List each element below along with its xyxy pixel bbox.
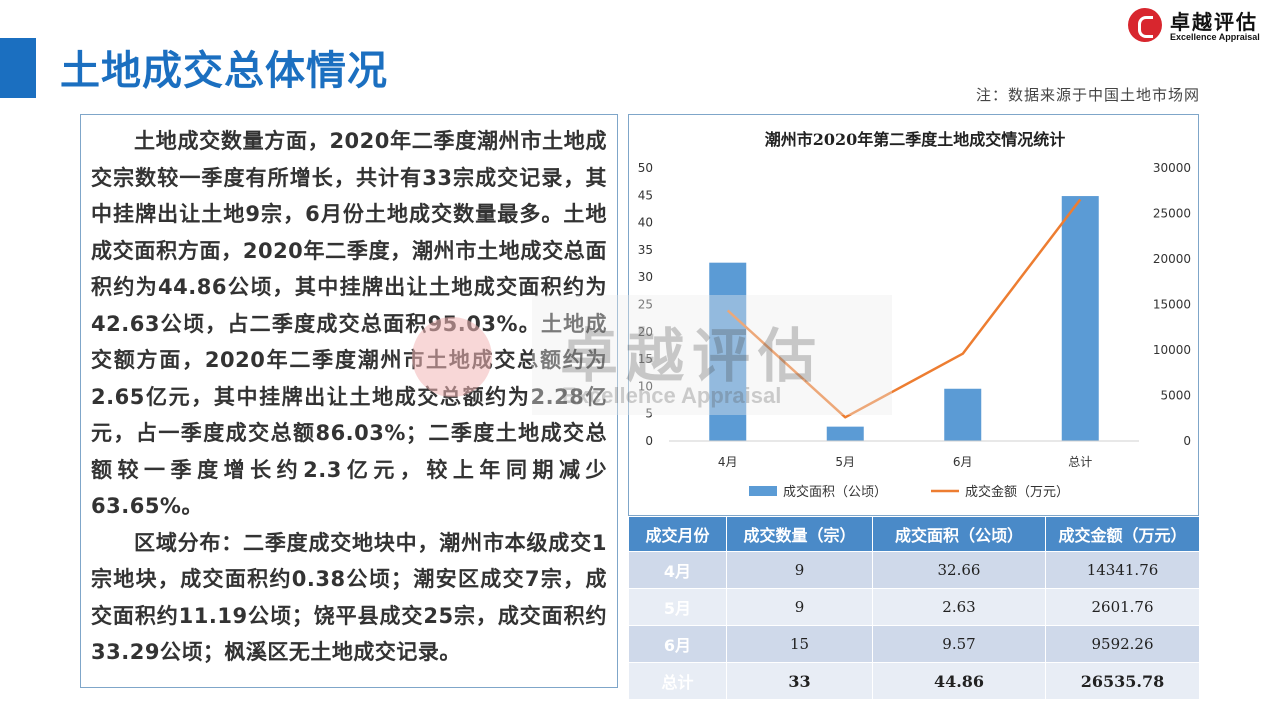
y-left-tick-label: 10 [638, 379, 653, 393]
x-category-label: 5月 [835, 455, 855, 469]
table-cell: 9 [726, 551, 873, 589]
source-note: 注：数据来源于中国土地市场网 [975, 86, 1200, 104]
y-right-tick-label: 20000 [1153, 252, 1191, 266]
combo-chart: 潮州市2020年第二季度土地成交情况统计 0 5 10 15 20 25 30 35 40 45 5… [638, 130, 1191, 500]
table-cell: 4月 [628, 551, 727, 589]
y-right-tick-label: 0 [1183, 434, 1191, 448]
page-title: 土地成交总体情况 [60, 48, 388, 94]
bar-area-2 [944, 388, 982, 441]
stats-table: 成交月份 成交数量（宗） 成交面积（公顷） 成交金额（万元） 4月 9 32.6… [628, 516, 1200, 700]
title-accent-bar [0, 38, 36, 98]
table-cell: 2.63 [872, 588, 1046, 626]
table-cell: 32.66 [872, 551, 1046, 589]
chart-panel: 潮州市2020年第二季度土地成交情况统计 0 5 10 15 20 25 30 35 40 45 5… [628, 114, 1199, 516]
table-row-total: 总计 33 44.86 26535.78 [628, 662, 1200, 700]
chart-title: 潮州市2020年第二季度土地成交情况统计 [765, 130, 1066, 149]
table-cell: 14341.76 [1045, 551, 1200, 589]
legend-bar-label: 成交面积（公顷） [783, 484, 887, 500]
y-right-tick-label: 15000 [1153, 298, 1191, 312]
bar-area-3 [1061, 196, 1099, 441]
y-left-tick-label: 15 [638, 352, 653, 366]
table-cell: 26535.78 [1045, 662, 1200, 700]
table-cell: 6月 [628, 625, 727, 663]
y-right-tick-label: 5000 [1160, 389, 1191, 403]
company-logo: 卓越评估 Excellence Appraisal [1128, 6, 1278, 44]
table-cell: 9 [726, 588, 873, 626]
table-cell: 5月 [628, 588, 727, 626]
table-header-cell: 成交面积（公顷） [872, 516, 1046, 552]
y-left-tick-label: 50 [638, 161, 653, 175]
summary-textbox: 土地成交数量方面，2020年二季度潮州市土地成交宗数较一季度有所增长，共计有33… [80, 114, 618, 688]
table-cell: 33 [726, 662, 873, 700]
y-right-tick-label: 25000 [1153, 207, 1191, 221]
table-cell: 9.57 [872, 625, 1046, 663]
table-cell: 2601.76 [1045, 588, 1200, 626]
table-cell: 15 [726, 625, 873, 663]
table-row: 6月 15 9.57 9592.26 [628, 625, 1200, 663]
y-left-tick-label: 0 [645, 434, 653, 448]
y-right-tick-label: 10000 [1153, 343, 1191, 357]
table-row: 5月 9 2.63 2601.76 [628, 588, 1200, 626]
x-category-label: 6月 [953, 455, 973, 469]
table-cell: 44.86 [872, 662, 1046, 700]
bar-area-0 [709, 262, 747, 441]
logo-cn-text: 卓越评估 [1170, 10, 1258, 34]
y-left-tick-label: 20 [638, 325, 653, 339]
y-right-tick-label: 30000 [1153, 161, 1191, 175]
y-left-tick-label: 40 [638, 216, 653, 230]
legend-line-label: 成交金额（万元） [965, 484, 1069, 500]
table-header-cell: 成交数量（宗） [726, 516, 873, 552]
table-header-row: 成交月份 成交数量（宗） 成交面积（公顷） 成交金额（万元） [628, 516, 1200, 552]
y-left-tick-label: 30 [638, 270, 653, 284]
y-left-tick-label: 25 [638, 298, 653, 312]
x-category-label: 总计 [1068, 455, 1092, 469]
table-header-cell: 成交金额（万元） [1045, 516, 1200, 552]
logo-en-text: Excellence Appraisal [1170, 32, 1260, 42]
table-cell: 总计 [628, 662, 727, 700]
table-cell: 9592.26 [1045, 625, 1200, 663]
y-left-tick-label: 5 [645, 407, 653, 421]
legend-bar-swatch [749, 486, 777, 496]
summary-paragraph-1: 土地成交数量方面，2020年二季度潮州市土地成交宗数较一季度有所增长，共计有33… [91, 129, 607, 518]
logo-mark-icon [1128, 8, 1162, 42]
line-amount-series [726, 198, 1082, 419]
x-category-label: 4月 [718, 455, 738, 469]
y-left-tick-label: 45 [638, 188, 653, 202]
bar-area-1 [826, 426, 864, 441]
summary-paragraph-2: 区域分布：二季度成交地块中，潮州市本级成交1宗地块，成交面积约0.38公顷；潮安… [91, 530, 607, 665]
y-left-tick-label: 35 [638, 243, 653, 257]
table-row: 4月 9 32.66 14341.76 [628, 551, 1200, 589]
table-header-cell: 成交月份 [628, 516, 727, 552]
